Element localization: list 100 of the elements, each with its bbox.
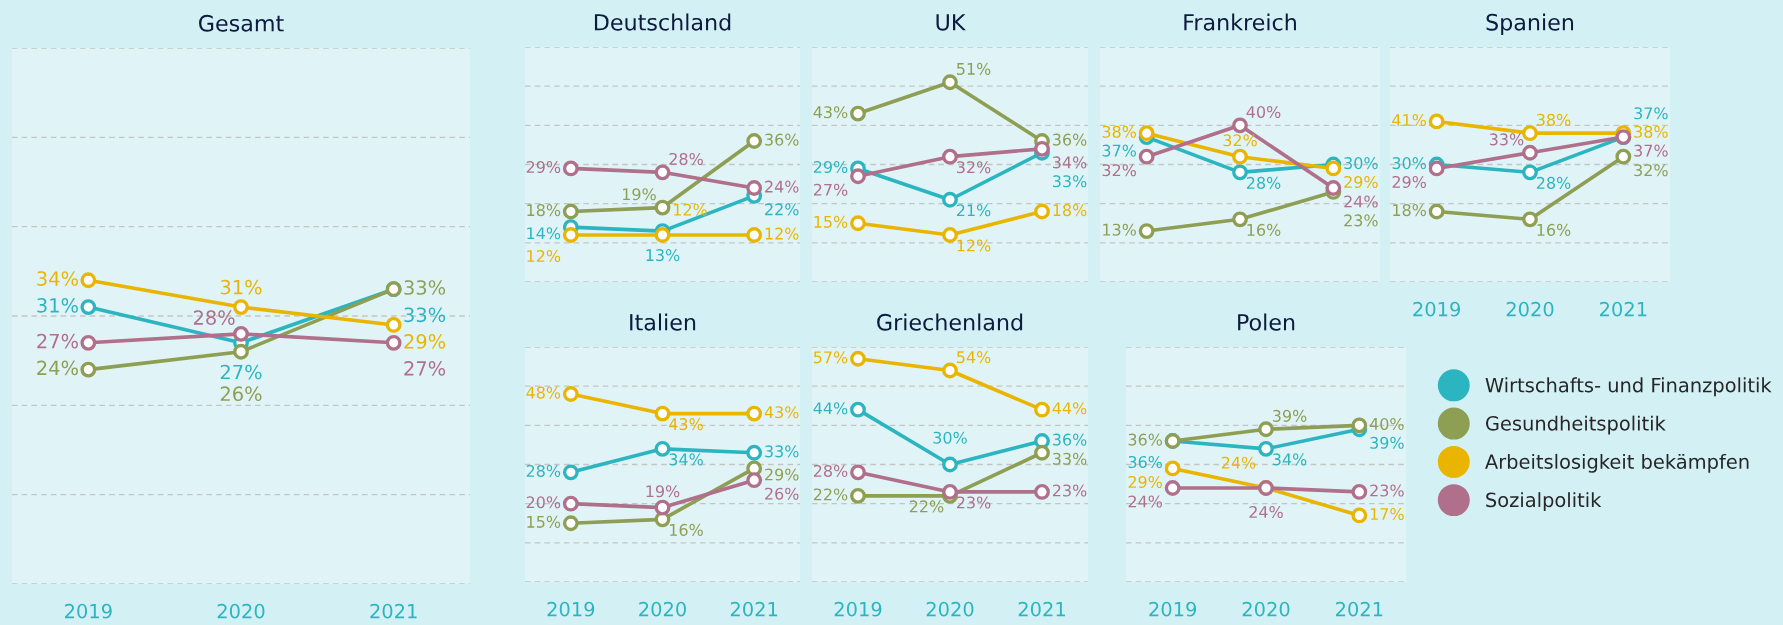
data-label: 18% <box>527 204 561 217</box>
data-label: 26% <box>220 386 262 402</box>
data-label: 43% <box>669 418 703 431</box>
data-label: 24% <box>1128 495 1163 508</box>
data-label: 32% <box>1102 164 1137 177</box>
data-label: 40% <box>1246 105 1281 119</box>
data-label: 36% <box>1052 433 1087 446</box>
data-label: 43% <box>764 406 799 419</box>
x-tick-label: 2020 <box>1242 601 1290 617</box>
chart-title: Frankreich <box>1184 13 1296 31</box>
data-label: 24% <box>1221 456 1256 469</box>
x-tick-label: 2020 <box>217 603 265 619</box>
data-label: 23% <box>956 496 991 509</box>
data-label: 23% <box>1370 484 1404 497</box>
data-label: 34% <box>1272 453 1307 466</box>
data-label: 15% <box>814 215 848 228</box>
data-label: 44% <box>813 402 848 415</box>
chart-title: Deutschland <box>594 13 731 31</box>
data-label: 18% <box>1393 204 1427 217</box>
data-label: 39% <box>1272 409 1307 422</box>
x-tick-label: 2021 <box>730 601 778 617</box>
data-label: 54% <box>957 351 991 364</box>
data-label: 39% <box>1370 436 1404 449</box>
data-label: 29% <box>765 468 799 481</box>
data-label: 18% <box>1053 204 1087 217</box>
data-label: 27% <box>220 364 262 380</box>
data-label: 33% <box>765 445 799 458</box>
data-label: 37% <box>1102 144 1137 157</box>
x-tick-label: 2020 <box>926 601 974 617</box>
data-label: 27% <box>37 333 78 349</box>
x-tick-label: 2019 <box>1149 601 1197 617</box>
data-label: 27% <box>404 361 446 376</box>
data-label: 16% <box>1537 223 1571 236</box>
data-label: 31% <box>37 298 78 313</box>
data-label: 28% <box>193 310 235 325</box>
data-label: 24% <box>1249 505 1283 519</box>
data-label: 26% <box>765 487 799 500</box>
data-label: 19% <box>646 485 680 498</box>
data-label: 28% <box>1536 176 1571 189</box>
data-label: 30% <box>933 431 967 444</box>
data-label: 13% <box>646 249 680 262</box>
x-tick-label: 2021 <box>370 603 417 619</box>
data-label: 12% <box>527 249 561 263</box>
data-label: 36% <box>1052 133 1087 146</box>
data-label: 34% <box>669 453 703 466</box>
legend-label: Arbeitslosigkeit bekämpfen <box>1485 453 1749 473</box>
data-label: 28% <box>669 152 703 166</box>
x-tick-label: 2021 <box>1600 301 1647 317</box>
data-label: 32% <box>1223 134 1257 147</box>
data-label: 12% <box>957 239 991 252</box>
data-label: 29% <box>404 334 446 349</box>
data-label: 32% <box>956 161 991 174</box>
data-label: 30% <box>1344 157 1378 170</box>
x-tick-label: 2019 <box>834 601 882 617</box>
chart-title: Italien <box>630 313 696 331</box>
legend-label: Sozialpolitik <box>1486 492 1602 511</box>
data-label: 41% <box>1392 113 1427 127</box>
data-label: 28% <box>813 464 848 477</box>
data-label: 29% <box>1344 175 1378 188</box>
data-label: 28% <box>1246 176 1281 189</box>
data-label: 24% <box>37 360 78 376</box>
data-label: 27% <box>813 183 848 196</box>
data-label: 38% <box>1102 125 1137 138</box>
data-label: 12% <box>674 203 707 216</box>
data-label: 21% <box>956 204 991 217</box>
data-label: 37% <box>1634 144 1668 157</box>
x-tick-label: 2020 <box>639 601 686 617</box>
data-label: 20% <box>526 496 561 509</box>
data-label: 33% <box>404 280 446 295</box>
x-tick-label: 2019 <box>547 601 595 617</box>
data-label: 28% <box>526 464 561 477</box>
data-label: 34% <box>37 271 78 286</box>
x-tick-label: 2021 <box>1336 601 1383 617</box>
data-label: 29% <box>1392 175 1427 188</box>
data-label: 17% <box>1370 507 1404 521</box>
chart-title: Gesamt <box>199 14 284 32</box>
chart-title: Spanien <box>1486 13 1574 35</box>
data-label: 29% <box>813 160 848 174</box>
data-label: 23% <box>1344 214 1378 227</box>
data-label: 32% <box>1634 164 1668 177</box>
data-label: 22% <box>909 500 944 513</box>
data-label: 33% <box>1052 175 1087 188</box>
data-label: 16% <box>670 523 703 536</box>
legend-label: Wirtschafts- und Finanzpolitik <box>1485 377 1772 397</box>
chart-title: Polen <box>1238 313 1295 331</box>
data-label: 33% <box>1052 452 1087 465</box>
data-label: 33% <box>404 307 446 323</box>
legend-label: Gesundheitspolitik <box>1485 415 1666 435</box>
data-label: 24% <box>1344 195 1378 208</box>
x-tick-label: 2021 <box>1018 601 1065 617</box>
chart-title: Griechenland <box>877 313 1023 331</box>
data-label: 23% <box>1052 484 1087 497</box>
data-label: 16% <box>1247 223 1281 236</box>
data-label: 15% <box>527 515 561 528</box>
data-label: 36% <box>1128 455 1163 469</box>
data-label: 51% <box>957 62 991 75</box>
data-label: 19% <box>622 188 656 201</box>
data-label: 36% <box>765 133 799 146</box>
data-label: 22% <box>765 203 799 216</box>
data-label: 36% <box>1128 433 1163 446</box>
